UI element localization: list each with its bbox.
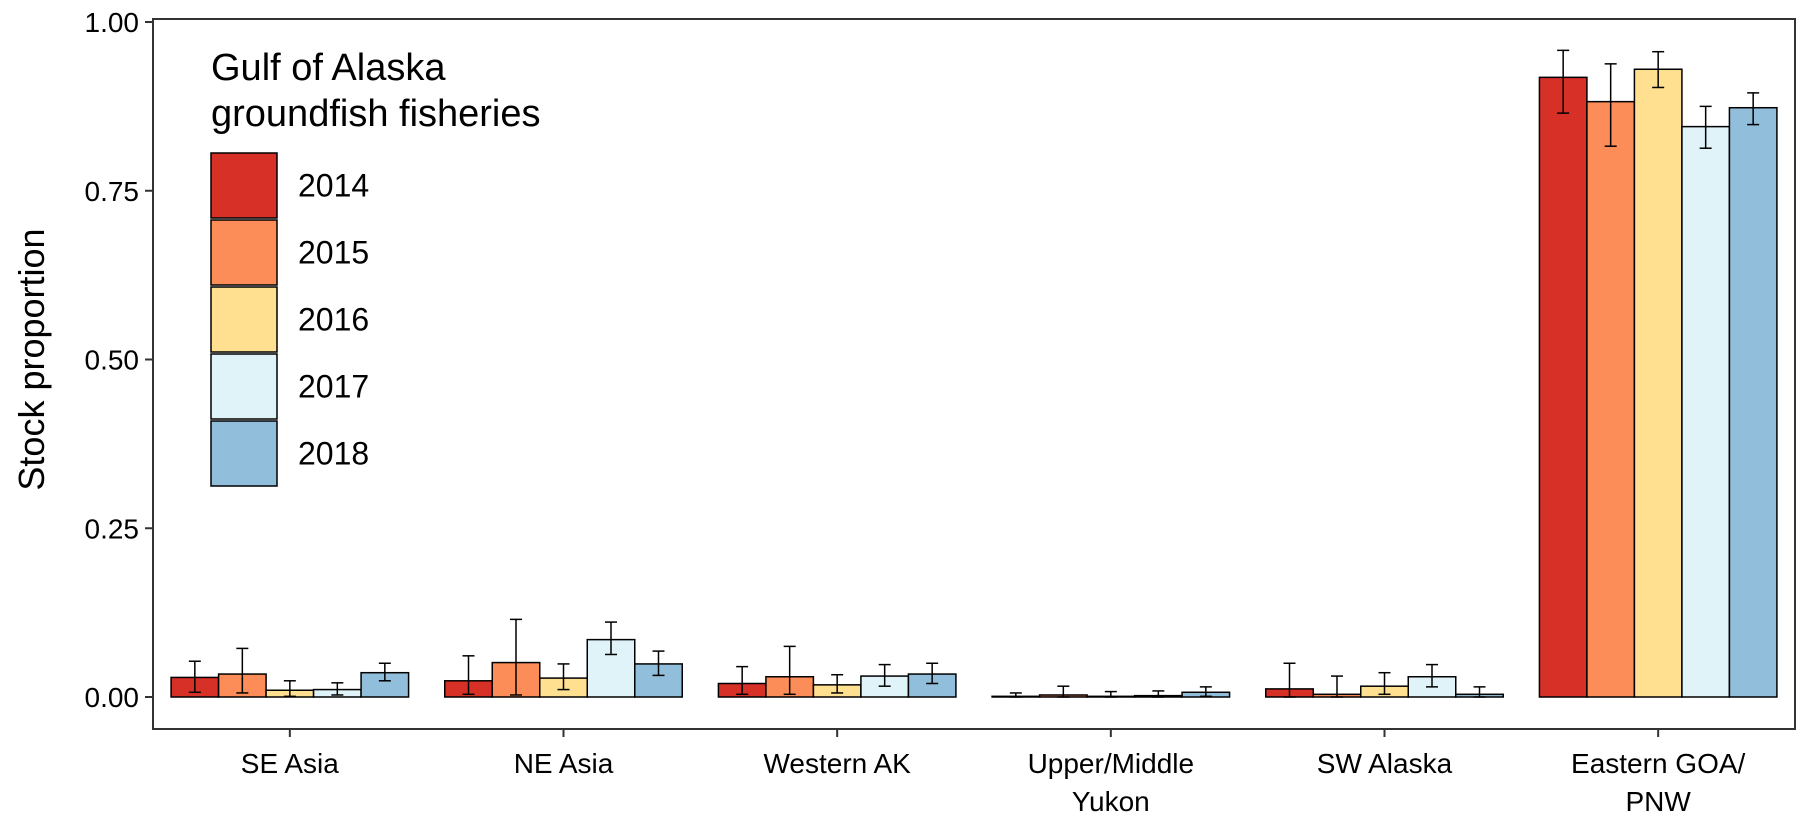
- x-tick-label: Western AK: [764, 748, 912, 779]
- y-tick-label: 0.50: [85, 345, 140, 376]
- errorbar-2014-cat-3: [1009, 692, 1022, 698]
- y-tick-label: 1.00: [85, 7, 140, 38]
- errorbar-2014-cat-4: [1283, 662, 1296, 698]
- x-tick-label: Upper/Middle: [1028, 748, 1195, 779]
- errorbar-2018-cat-1: [652, 650, 665, 677]
- errorbar-2016-cat-5: [1652, 50, 1665, 89]
- legend-key-2017: [210, 353, 278, 420]
- errorbar-2014-cat-5: [1557, 49, 1570, 114]
- legend-key-2016: [210, 286, 278, 353]
- legend-label-2014: 2014: [298, 168, 369, 204]
- y-tick-label: 0.25: [85, 513, 140, 544]
- x-tick-label: Eastern GOA/: [1571, 748, 1746, 779]
- errorbar-2017-cat-2: [878, 663, 891, 687]
- legend-items: 2014 2015 2016 2017 2018: [210, 152, 369, 487]
- legend-key-2018: [210, 420, 278, 487]
- plot-panel-border: [152, 18, 1796, 730]
- errorbar-2017-cat-4: [1426, 663, 1438, 688]
- bar-2015-cat-5: [1586, 100, 1636, 698]
- bar-2016-cat-5: [1633, 68, 1683, 698]
- errorbar-2018-cat-3: [1199, 686, 1212, 698]
- errorbar-2016-cat-3: [1104, 690, 1117, 698]
- legend: Gulf of Alaska groundfish fisheries 2014…: [210, 47, 541, 487]
- errorbar-2015-cat-0: [236, 647, 249, 694]
- axes-layer: 0.00 0.25 0.50 0.75 1.00 SE Asia NE Asia Wester…: [85, 7, 1746, 817]
- errorbar-2016-cat-0: [283, 680, 296, 698]
- y-tick-label: 0.00: [85, 682, 140, 713]
- errorbar-2015-cat-4: [1331, 675, 1343, 698]
- errorbar-2018-cat-0: [378, 662, 391, 682]
- errorbar-2018-cat-2: [926, 662, 939, 685]
- errorbar-2014-cat-0: [188, 660, 201, 694]
- errorbar-2015-cat-1: [510, 618, 522, 696]
- errorbar-2017-cat-0: [331, 682, 344, 696]
- legend-title-line-2: groundfish fisheries: [211, 93, 541, 135]
- legend-key-2014: [210, 152, 278, 219]
- bar-2017-cat-5: [1681, 125, 1731, 698]
- errorbar-2015-cat-2: [783, 645, 796, 696]
- errorbar-2017-cat-3: [1152, 690, 1165, 698]
- errorbar-2016-cat-4: [1378, 671, 1391, 696]
- bar-2018-cat-5: [1728, 106, 1778, 698]
- errorbar-2014-cat-1: [462, 655, 475, 696]
- errorbar-2016-cat-1: [557, 663, 570, 691]
- errorbar-2015-cat-5: [1604, 63, 1617, 147]
- y-tick-label: 0.75: [85, 176, 140, 207]
- legend-key-2015: [210, 219, 278, 286]
- y-axis-title: Stock proportion: [11, 228, 52, 490]
- errorbar-2017-cat-1: [605, 621, 617, 656]
- errorbars-layer: [188, 49, 1760, 698]
- errorbar-2015-cat-3: [1057, 685, 1070, 698]
- x-tick-label: SE Asia: [241, 748, 339, 779]
- errorbar-2016-cat-2: [831, 673, 844, 694]
- legend-label-2016: 2016: [298, 302, 369, 338]
- legend-label-2017: 2017: [298, 369, 369, 405]
- bar-2014-cat-5: [1538, 76, 1588, 698]
- errorbar-2017-cat-5: [1699, 105, 1712, 149]
- legend-title-line-1: Gulf of Alaska: [211, 47, 446, 89]
- legend-label-2015: 2015: [298, 235, 369, 271]
- x-tick-label: Yukon: [1072, 786, 1150, 817]
- legend-label-2018: 2018: [298, 436, 369, 472]
- errorbar-2018-cat-4: [1473, 686, 1486, 698]
- errorbar-2018-cat-5: [1747, 92, 1760, 126]
- x-tick-label: PNW: [1626, 786, 1692, 817]
- x-tick-label: NE Asia: [514, 748, 614, 779]
- errorbar-2014-cat-2: [736, 665, 749, 696]
- x-tick-label: SW Alaska: [1317, 748, 1453, 779]
